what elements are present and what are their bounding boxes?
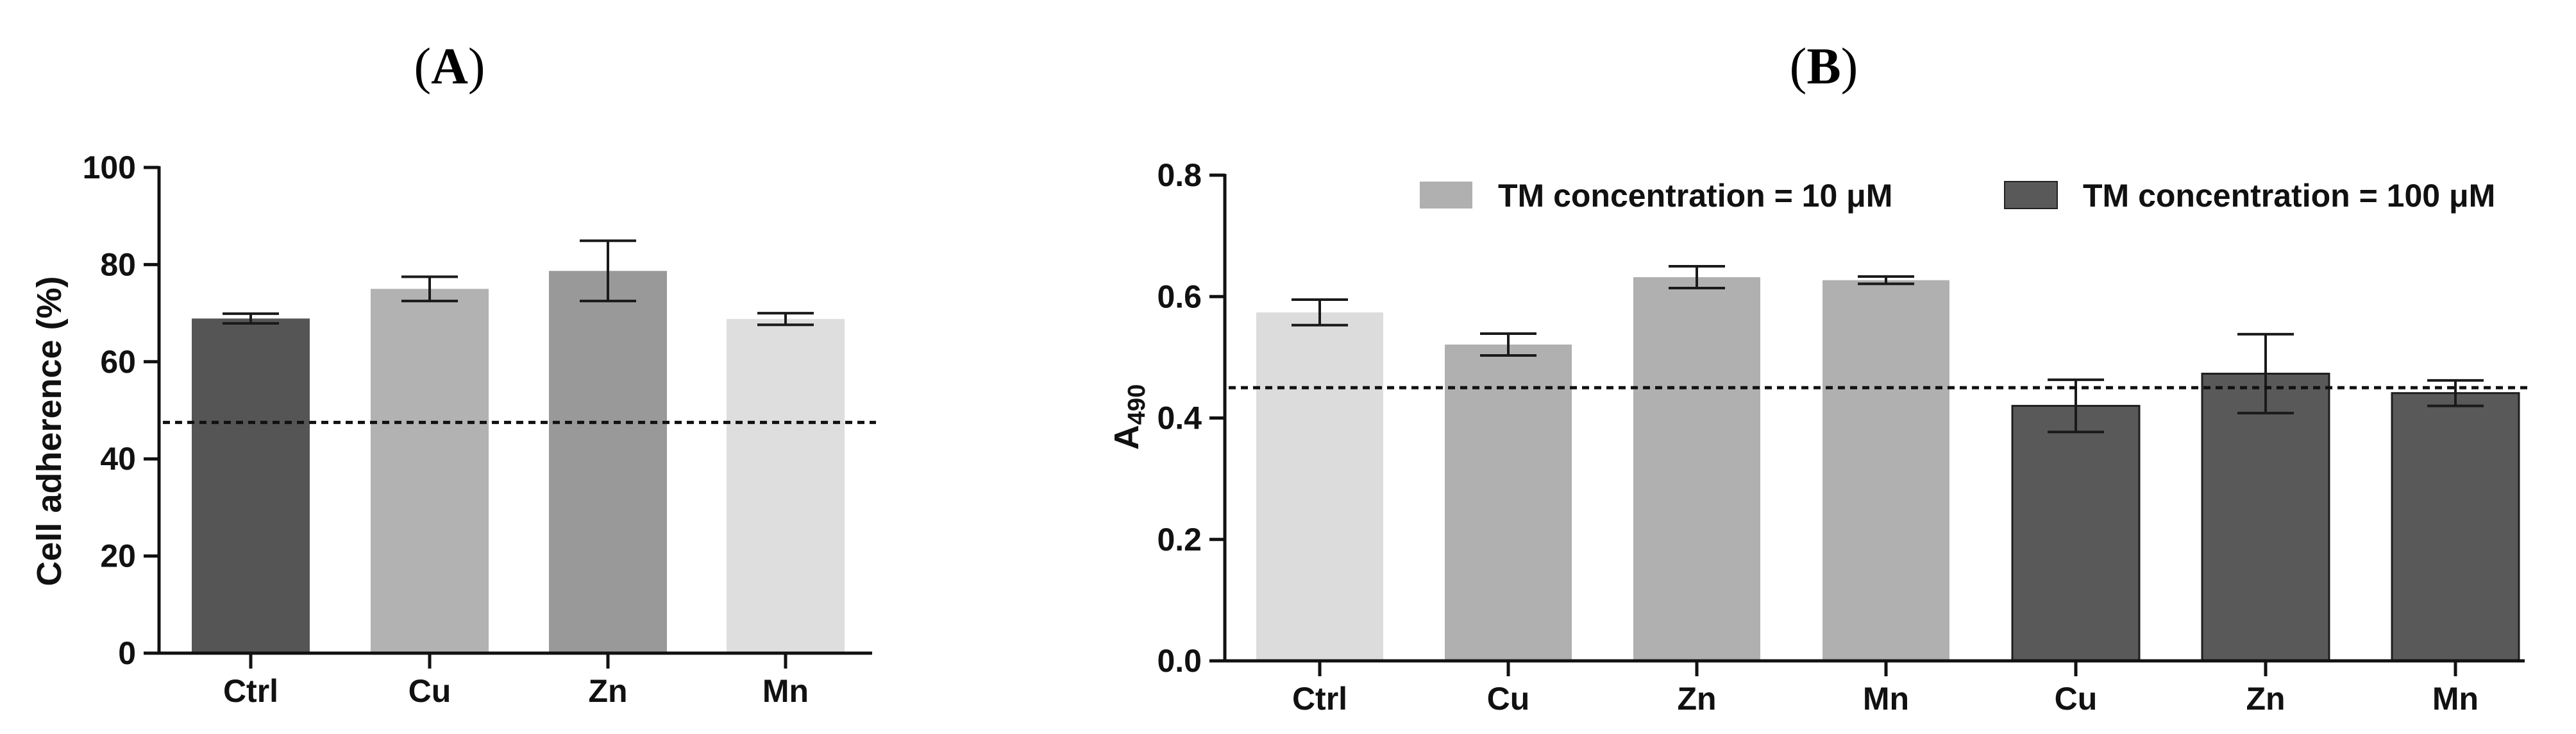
b-x-tick-label: Mn bbox=[1863, 681, 1909, 717]
a-error-bar-3 bbox=[757, 312, 814, 327]
b-y-tick-label: 0.6 bbox=[1157, 278, 1202, 314]
b-error-bar-1 bbox=[1480, 332, 1536, 357]
panel-a-error-bars bbox=[223, 239, 814, 327]
a-y-tick-label: 80 bbox=[100, 246, 136, 282]
a-x-tick-label: Mn bbox=[762, 673, 809, 709]
legend-label-100um: TM concentration = 100 μM bbox=[2083, 178, 2495, 214]
a-x-tick-label: Zn bbox=[588, 673, 627, 709]
legend-swatch-10um bbox=[1420, 182, 1472, 209]
b-x-tick-label: Cu bbox=[2055, 681, 2098, 717]
panel-b-bars bbox=[1256, 277, 2520, 662]
b-bar-cu-4 bbox=[2011, 405, 2141, 662]
a-y-tick-label: 20 bbox=[100, 538, 136, 574]
b-x-tick-label: Zn bbox=[1677, 681, 1716, 717]
panel-a-bars bbox=[192, 271, 845, 654]
a-bar-mn-3 bbox=[727, 319, 845, 654]
panel-a-y-ticks: 0 20 40 60 80 100 bbox=[83, 149, 159, 671]
b-bar-mn-3 bbox=[1823, 280, 1949, 661]
b-bar-cu-1 bbox=[1445, 345, 1572, 661]
panel-a-label: (A) bbox=[414, 38, 485, 95]
a-error-bar-1 bbox=[401, 275, 458, 303]
a-y-tick-label: 0 bbox=[118, 635, 136, 671]
a-error-bar-2 bbox=[580, 239, 636, 303]
b-bar-zn-2 bbox=[1633, 277, 1760, 661]
b-error-bar-6 bbox=[2427, 379, 2484, 407]
panel-b-y-ticks: 0.0 0.2 0.4 0.6 0.8 bbox=[1157, 157, 1225, 679]
a-x-tick-label: Cu bbox=[408, 673, 451, 709]
panel-b-error-bars bbox=[1292, 264, 2484, 434]
panel-a-axes bbox=[157, 166, 872, 655]
b-error-bar-0 bbox=[1292, 298, 1348, 327]
a-y-tick-label: 60 bbox=[100, 344, 136, 380]
a-x-tick-label: Ctrl bbox=[223, 673, 278, 709]
legend-swatch-100um bbox=[2004, 181, 2058, 209]
b-x-tick-label: Cu bbox=[1487, 681, 1530, 717]
panel-b: (B) A490 TM concentration = 10 μM TM con… bbox=[1107, 38, 2529, 717]
panel-b-label: (B) bbox=[1790, 38, 1858, 95]
panel-b-legend: TM concentration = 10 μM TM concentratio… bbox=[1420, 178, 2495, 214]
b-error-bar-5 bbox=[2237, 332, 2294, 414]
b-bar-zn-5 bbox=[2201, 372, 2330, 662]
b-bar-ctrl-0 bbox=[1256, 312, 1383, 661]
a-error-bar-0 bbox=[223, 312, 279, 325]
a-y-tick-label: 40 bbox=[100, 441, 136, 477]
panel-b-x-ticks: Ctrl Cu Zn Mn Cu Zn Mn bbox=[1292, 661, 2479, 717]
panel-a-x-ticks: Ctrl Cu Zn Mn bbox=[223, 653, 809, 709]
legend-label-10um: TM concentration = 10 μM bbox=[1498, 178, 1892, 214]
b-x-tick-label: Mn bbox=[2432, 681, 2479, 717]
a-bar-zn-2 bbox=[549, 271, 667, 654]
b-error-bar-3 bbox=[1858, 275, 1914, 286]
b-y-tick-label: 0.0 bbox=[1157, 643, 1202, 679]
panel-a-y-axis-title: Cell adherence (%) bbox=[30, 276, 69, 586]
b-error-bar-2 bbox=[1669, 264, 1725, 290]
a-y-tick-label: 100 bbox=[83, 149, 136, 185]
b-x-tick-label: Ctrl bbox=[1292, 681, 1347, 717]
a-bar-cu-1 bbox=[371, 289, 489, 653]
b-x-tick-label: Zn bbox=[2246, 681, 2285, 717]
b-y-tick-label: 0.2 bbox=[1157, 522, 1202, 558]
b-bar-mn-6 bbox=[2391, 392, 2520, 662]
b-y-tick-label: 0.4 bbox=[1157, 400, 1202, 436]
panel-a: (A) Cell adherence (%) 0 20 40 60 80 100 Ctrl… bbox=[30, 38, 876, 709]
a-bar-ctrl-0 bbox=[192, 318, 310, 653]
panel-b-y-axis-title: A490 bbox=[1107, 384, 1150, 450]
b-y-tick-label: 0.8 bbox=[1157, 157, 1202, 193]
